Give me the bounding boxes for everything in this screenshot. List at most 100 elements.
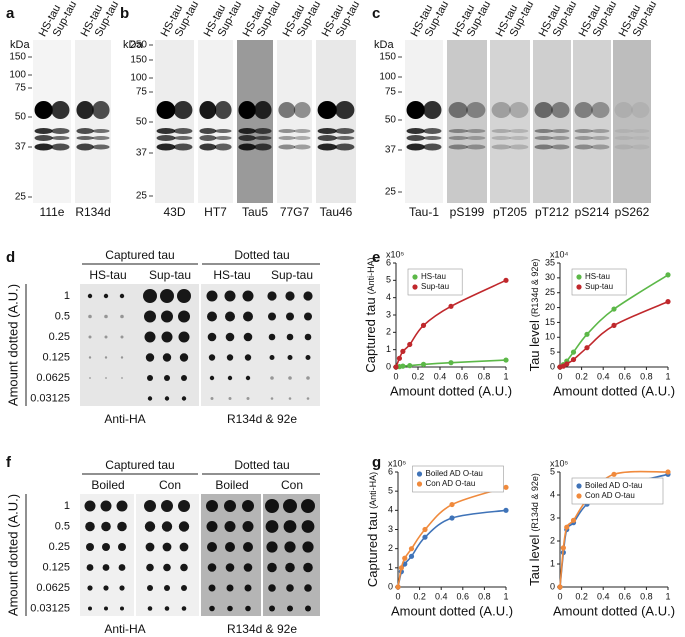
y-tick-label: 30: [545, 272, 555, 282]
group-label: HS-tau: [213, 268, 250, 282]
legend-swatch: [576, 274, 582, 280]
band: [614, 129, 633, 133]
group-label: Boiled: [91, 478, 124, 492]
kda-label: kDa: [10, 39, 30, 51]
data-point: [584, 345, 590, 351]
dot: [164, 375, 170, 381]
dot: [162, 353, 172, 362]
dot: [227, 375, 233, 381]
band: [238, 128, 256, 134]
blot: [405, 40, 443, 203]
y-multiplier: x10⁵: [388, 458, 407, 468]
band: [509, 129, 529, 133]
legend-label: Sup-tau: [585, 282, 613, 291]
x-tick-label: 1: [665, 371, 670, 381]
band: [551, 136, 570, 140]
legend-swatch: [412, 284, 418, 290]
y-tick-label: 4: [550, 489, 555, 499]
band: [631, 144, 650, 150]
dot: [270, 397, 274, 400]
legend-label: HS-tau: [585, 272, 610, 281]
band: [254, 143, 272, 151]
y-tick-label: 20: [545, 302, 555, 312]
band: [76, 128, 94, 134]
dot: [103, 585, 109, 591]
marker-label: 100: [9, 70, 26, 81]
dot: [302, 541, 314, 553]
band: [423, 136, 442, 140]
band: [335, 128, 355, 134]
band: [335, 136, 355, 140]
dot: [181, 606, 187, 611]
caption: R134d & 92e: [227, 622, 297, 636]
band: [406, 143, 425, 151]
dot: [284, 541, 296, 553]
band: [631, 102, 650, 118]
band: [335, 101, 355, 119]
band: [574, 136, 593, 140]
marker-label: 150: [130, 55, 147, 66]
dot: [243, 332, 253, 342]
dot: [224, 521, 236, 532]
data-point: [408, 546, 415, 552]
data-point: [557, 584, 563, 590]
dot: [178, 500, 190, 512]
data-point: [400, 363, 406, 369]
dot: [89, 377, 91, 379]
band: [156, 101, 176, 119]
y-tick-label: 4: [388, 505, 393, 515]
dot: [209, 605, 215, 612]
x-tick-label: 0.8: [478, 591, 491, 601]
band: [238, 135, 256, 141]
dot: [267, 562, 277, 573]
dot: [120, 356, 124, 359]
legend-swatch: [412, 274, 418, 280]
dot: [287, 355, 293, 360]
antibody-label: Tau5: [242, 205, 268, 219]
x-tick-label: 0.6: [619, 591, 632, 601]
band: [156, 128, 176, 134]
x-axis-label: Amount dotted (A.U.): [390, 383, 512, 398]
amount-label: 0.125: [42, 561, 70, 573]
dot: [119, 585, 125, 591]
dot: [227, 605, 233, 612]
dot: [120, 335, 124, 339]
band: [199, 135, 217, 141]
band: [551, 102, 570, 118]
band: [34, 101, 53, 119]
dot: [228, 397, 232, 400]
dot: [178, 331, 190, 343]
band: [92, 101, 110, 119]
legend-label: Con AD O-tau: [426, 479, 476, 488]
legend-swatch: [416, 481, 423, 487]
band: [591, 129, 610, 133]
dot: [225, 542, 235, 552]
y-tick-label: 6: [386, 257, 391, 267]
legend-box: [571, 477, 664, 505]
dot: [243, 563, 253, 572]
dot: [104, 314, 108, 319]
dot: [207, 542, 217, 552]
dot: [301, 520, 315, 533]
band: [214, 129, 232, 133]
band: [491, 136, 511, 140]
amount-label: 1: [64, 500, 70, 512]
marker-label: 50: [385, 115, 397, 126]
blot: [573, 40, 611, 203]
x-tick-label: 0.2: [575, 591, 588, 601]
antibody-label: pS262: [615, 205, 650, 219]
dot-blot: [80, 284, 199, 406]
dot: [163, 563, 171, 572]
band: [466, 136, 486, 140]
y-tick-label: 1: [388, 562, 393, 572]
dot: [226, 354, 234, 361]
band: [631, 136, 650, 140]
y-tick-label: 25: [545, 287, 555, 297]
dot: [88, 356, 92, 359]
x-tick-label: 0: [557, 591, 562, 601]
group-label: Sup-tau: [149, 268, 191, 282]
y-tick-label: 35: [545, 257, 555, 267]
blot: [277, 40, 312, 203]
band: [254, 128, 272, 134]
dot: [145, 353, 155, 362]
